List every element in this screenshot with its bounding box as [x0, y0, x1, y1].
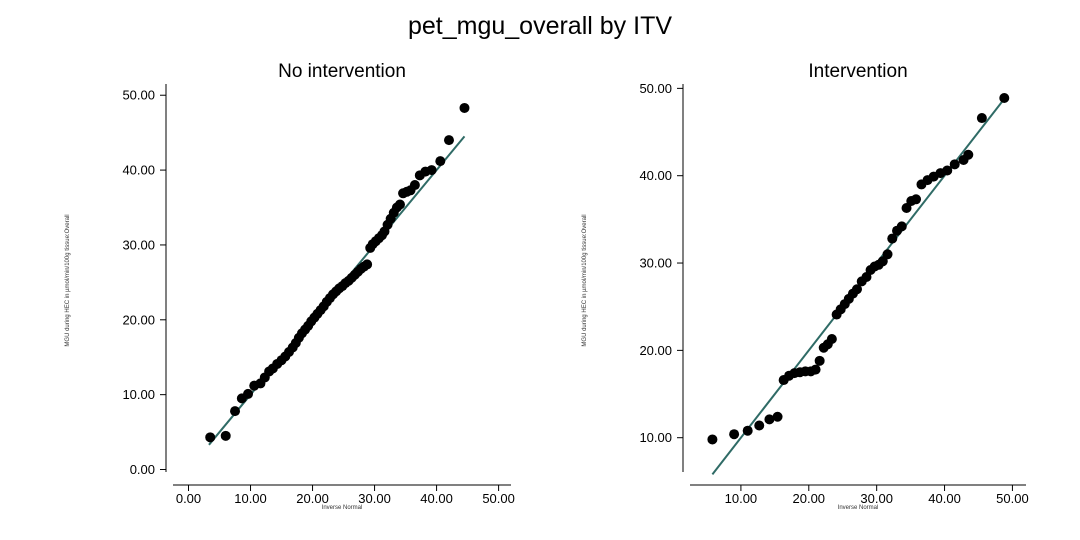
data-point: [443, 135, 454, 146]
panel-subtitle: Intervention: [808, 61, 907, 82]
x-tick-label: 50.00: [482, 491, 515, 506]
data-point: [877, 256, 888, 267]
data-point: [976, 113, 987, 124]
y-tick-label: 10.00: [639, 430, 672, 445]
data-point: [243, 388, 254, 399]
data-point: [896, 221, 907, 232]
data-point: [949, 159, 960, 170]
data-point: [435, 156, 446, 167]
x-tick-label: 10.00: [725, 491, 758, 506]
chart-panel-2: Intervention 10.00 20.00 30.00 40.00 50.00 10.…: [582, 61, 1029, 511]
data-point: [901, 203, 912, 214]
data-point: [426, 165, 437, 176]
y-tick-label: 40.00: [639, 168, 672, 183]
data-point: [911, 194, 922, 205]
data-point: [409, 180, 420, 191]
data-point: [882, 249, 893, 260]
data-point: [772, 411, 783, 422]
data-point: [826, 334, 837, 345]
data-point: [814, 355, 825, 366]
data-point: [851, 284, 862, 295]
data-point: [742, 425, 753, 436]
y-axis-label: MGU during HEC in µmol/min/100g tissue:O…: [582, 214, 588, 346]
y-tick-label: 50.00: [639, 81, 672, 96]
data-point: [230, 406, 241, 417]
data-point: [887, 233, 898, 244]
y-tick-label: 40.00: [122, 163, 155, 178]
x-axis-label: Inverse Normal: [322, 505, 363, 511]
chart-title: pet_mgu_overall by ITV: [407, 12, 673, 40]
data-point: [754, 420, 765, 431]
panel-subtitle: No intervention: [278, 61, 406, 82]
x-tick-label: 30.00: [358, 491, 391, 506]
data-point: [999, 92, 1010, 103]
data-point: [459, 102, 470, 113]
x-tick-label: 20.00: [296, 491, 329, 506]
y-axis-label: MGU during HEC in µmol/min/100g tissue:O…: [65, 214, 71, 346]
chart-panel-1: No intervention 0.00 10.00 20.00 30.00 40.00 5…: [65, 61, 515, 511]
y-tick-label: 20.00: [122, 312, 155, 327]
y-tick-label: 30.00: [122, 237, 155, 252]
y-tick-label: 10.00: [122, 387, 155, 402]
y-tick-label: 30.00: [639, 256, 672, 271]
x-tick-label: 0.00: [176, 491, 201, 506]
data-point: [810, 364, 821, 375]
data-point: [220, 430, 231, 441]
data-point: [963, 149, 974, 160]
data-point: [764, 414, 775, 425]
x-axis-label: Inverse Normal: [838, 505, 879, 511]
data-point: [362, 259, 373, 270]
data-point: [394, 199, 405, 210]
x-tick-label: 20.00: [793, 491, 826, 506]
data-point: [729, 429, 740, 440]
y-tick-label: 0.00: [130, 462, 155, 477]
x-tick-label: 40.00: [928, 491, 961, 506]
data-point: [205, 432, 216, 443]
x-tick-label: 10.00: [234, 491, 267, 506]
x-tick-label: 40.00: [420, 491, 453, 506]
x-tick-label: 30.00: [860, 491, 893, 506]
data-point: [942, 165, 953, 176]
x-tick-label: 50.00: [996, 491, 1029, 506]
y-tick-label: 50.00: [122, 88, 155, 103]
y-tick-label: 20.00: [639, 343, 672, 358]
data-point: [707, 434, 718, 445]
